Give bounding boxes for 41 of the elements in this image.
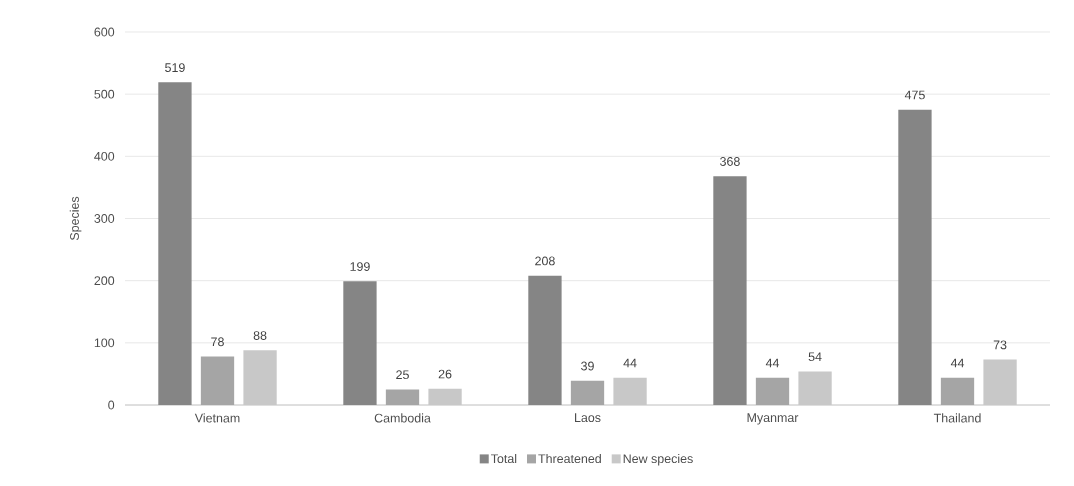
data-label: 44 <box>623 358 637 368</box>
data-label: 26 <box>438 369 452 379</box>
x-tick-label: Thailand <box>933 413 981 423</box>
bar <box>385 389 420 405</box>
y-tick-label: 200 <box>94 276 115 286</box>
data-label: 54 <box>808 352 822 362</box>
bar <box>158 82 192 405</box>
y-axis-title: Species <box>69 196 82 241</box>
legend-label: New species <box>623 453 693 466</box>
legend-label: Threatened <box>538 453 601 464</box>
data-label: 78 <box>211 337 224 347</box>
bar <box>528 275 562 405</box>
data-label: 519 <box>165 63 185 73</box>
bar <box>713 176 747 405</box>
y-tick-label: 100 <box>94 338 115 348</box>
data-label: 368 <box>720 157 740 166</box>
x-tick-label: Laos <box>575 413 601 423</box>
legend-label: Total <box>491 453 517 464</box>
y-tick-label: 500 <box>94 89 115 99</box>
data-label: 199 <box>350 262 370 271</box>
bar <box>940 377 975 405</box>
data-label: 44 <box>950 358 965 368</box>
y-tick-label: 400 <box>94 151 115 161</box>
bar <box>898 109 932 405</box>
bar <box>570 380 605 405</box>
data-label: 39 <box>581 361 594 371</box>
bar <box>755 377 790 405</box>
data-label: 88 <box>253 331 267 340</box>
y-tick-label: 0 <box>108 400 115 410</box>
y-tick-label: 600 <box>94 27 115 37</box>
data-label: 475 <box>904 90 925 100</box>
bar <box>343 281 377 405</box>
y-tick-label: 300 <box>94 214 115 223</box>
x-tick-label: Cambodia <box>374 413 431 423</box>
x-tick-label: Myanmar <box>747 413 799 425</box>
data-label: 44 <box>765 358 780 368</box>
x-tick-label: Vietnam <box>194 413 240 423</box>
data-label: 208 <box>535 256 555 266</box>
bar <box>200 356 235 405</box>
data-label: 73 <box>993 340 1007 350</box>
data-label: 25 <box>396 370 409 380</box>
